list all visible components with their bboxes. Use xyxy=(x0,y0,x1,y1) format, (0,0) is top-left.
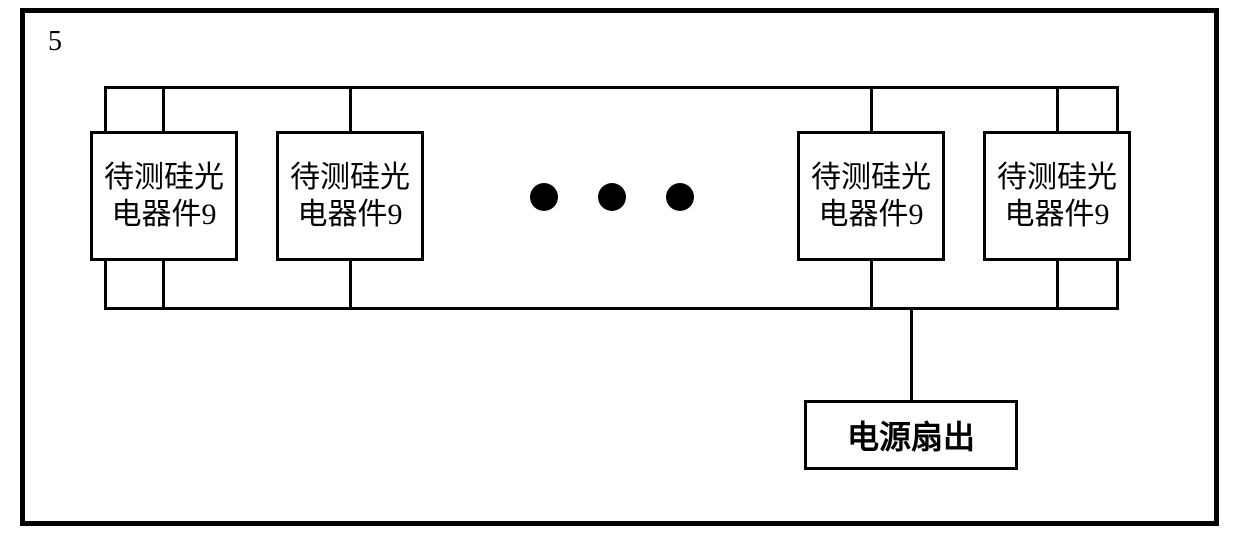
ellipsis-dot xyxy=(666,183,694,211)
power-fanout-label: 电源扇出 xyxy=(847,412,975,458)
stub-bot-4 xyxy=(1056,261,1059,307)
diagram-canvas: 5 待测硅光 电器件9 待测硅光 电器件9 待测硅光 电器件9 待测硅光 xyxy=(0,0,1239,544)
device-label-line2: 电器件9 xyxy=(112,198,217,231)
stub-top-1 xyxy=(162,86,165,131)
frame-reference-number: 5 xyxy=(48,26,62,58)
bus-top-line xyxy=(104,86,1116,89)
stub-bot-1 xyxy=(162,261,165,307)
device-label-line1: 待测硅光 xyxy=(997,161,1117,194)
power-fanout-box: 电源扇出 xyxy=(804,400,1018,470)
device-box-3: 待测硅光 电器件9 xyxy=(797,131,945,261)
ellipsis-dot xyxy=(598,183,626,211)
stub-bot-2 xyxy=(349,261,352,307)
device-label-line1: 待测硅光 xyxy=(290,161,410,194)
device-label-line2: 电器件9 xyxy=(298,198,403,231)
device-label-line2: 电器件9 xyxy=(819,198,924,231)
device-label-line1: 待测硅光 xyxy=(811,161,931,194)
device-label-line2: 电器件9 xyxy=(1005,198,1110,231)
device-box-2: 待测硅光 电器件9 xyxy=(276,131,424,261)
stub-top-4 xyxy=(1056,86,1059,131)
stub-top-2 xyxy=(349,86,352,131)
device-box-4: 待测硅光 电器件9 xyxy=(983,131,1131,261)
ellipsis-dot xyxy=(530,183,558,211)
device-box-1: 待测硅光 电器件9 xyxy=(90,131,238,261)
stub-top-3 xyxy=(870,86,873,131)
bus-bottom-line xyxy=(104,307,1116,310)
stub-bot-3 xyxy=(870,261,873,307)
output-drop-line xyxy=(910,307,913,400)
device-label-line1: 待测硅光 xyxy=(104,161,224,194)
